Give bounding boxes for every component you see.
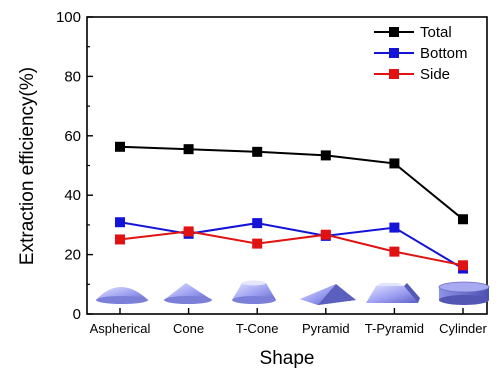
data-point-side <box>320 229 331 240</box>
data-series <box>115 141 468 274</box>
data-point-side <box>458 260 468 271</box>
truncated-pyramid-icon <box>366 283 420 303</box>
shape-icons <box>96 280 490 305</box>
data-point-side <box>115 234 125 245</box>
y-tick-label: 60 <box>64 128 81 145</box>
legend-marker-total <box>389 27 399 37</box>
legend: Total Bottom Side <box>374 24 468 83</box>
legend-label-side: Side <box>420 66 450 83</box>
x-axis: Aspherical Cone T-Cone Pyramid T-Pyramid Cyli… <box>90 308 488 336</box>
y-tick-label: 80 <box>64 68 81 85</box>
data-point-total <box>320 150 331 161</box>
legend-label-bottom: Bottom <box>420 45 468 62</box>
x-tick-label: T-Pyramid <box>365 321 424 336</box>
data-point-total <box>458 214 468 225</box>
x-tick-label: Cone <box>173 321 204 336</box>
truncated-cone-icon <box>232 280 276 304</box>
legend-label-total: Total <box>420 24 452 41</box>
pyramid-icon <box>300 284 356 305</box>
y-tick-label: 0 <box>73 306 81 323</box>
y-axis: 0 20 40 60 80 100 <box>56 9 93 323</box>
x-tick-label: T-Cone <box>236 321 279 336</box>
legend-marker-side <box>389 69 399 79</box>
data-point-total <box>183 144 194 155</box>
data-point-side <box>252 238 263 249</box>
legend-marker-bottom <box>389 48 399 58</box>
y-tick-label: 20 <box>64 247 81 264</box>
data-point-total <box>389 158 400 169</box>
x-tick-label: Pyramid <box>302 321 350 336</box>
y-tick-label: 100 <box>56 9 81 26</box>
series-line-total <box>119 145 464 221</box>
legend-entry-bottom: Bottom <box>374 45 468 62</box>
data-point-total <box>252 146 263 157</box>
cylinder-icon <box>438 281 490 305</box>
series-line-bottom <box>119 221 464 270</box>
y-axis-title: Extraction efficiency(%) <box>17 67 38 265</box>
y-tick-label: 40 <box>64 187 81 204</box>
x-tick-label: Aspherical <box>90 321 151 336</box>
cone-icon <box>164 283 212 304</box>
legend-entry-total: Total <box>374 24 452 41</box>
x-tick-label: Cylinder <box>439 321 487 336</box>
data-point-side <box>389 246 400 257</box>
x-axis-title: Shape <box>260 348 315 369</box>
legend-entry-side: Side <box>374 66 450 83</box>
data-point-bottom <box>115 217 125 228</box>
aspherical-dome-icon <box>96 287 148 304</box>
data-point-bottom <box>252 218 263 229</box>
data-point-side <box>183 226 194 237</box>
series-line-side <box>119 230 464 267</box>
data-point-bottom <box>389 222 400 233</box>
data-point-total <box>115 141 125 152</box>
